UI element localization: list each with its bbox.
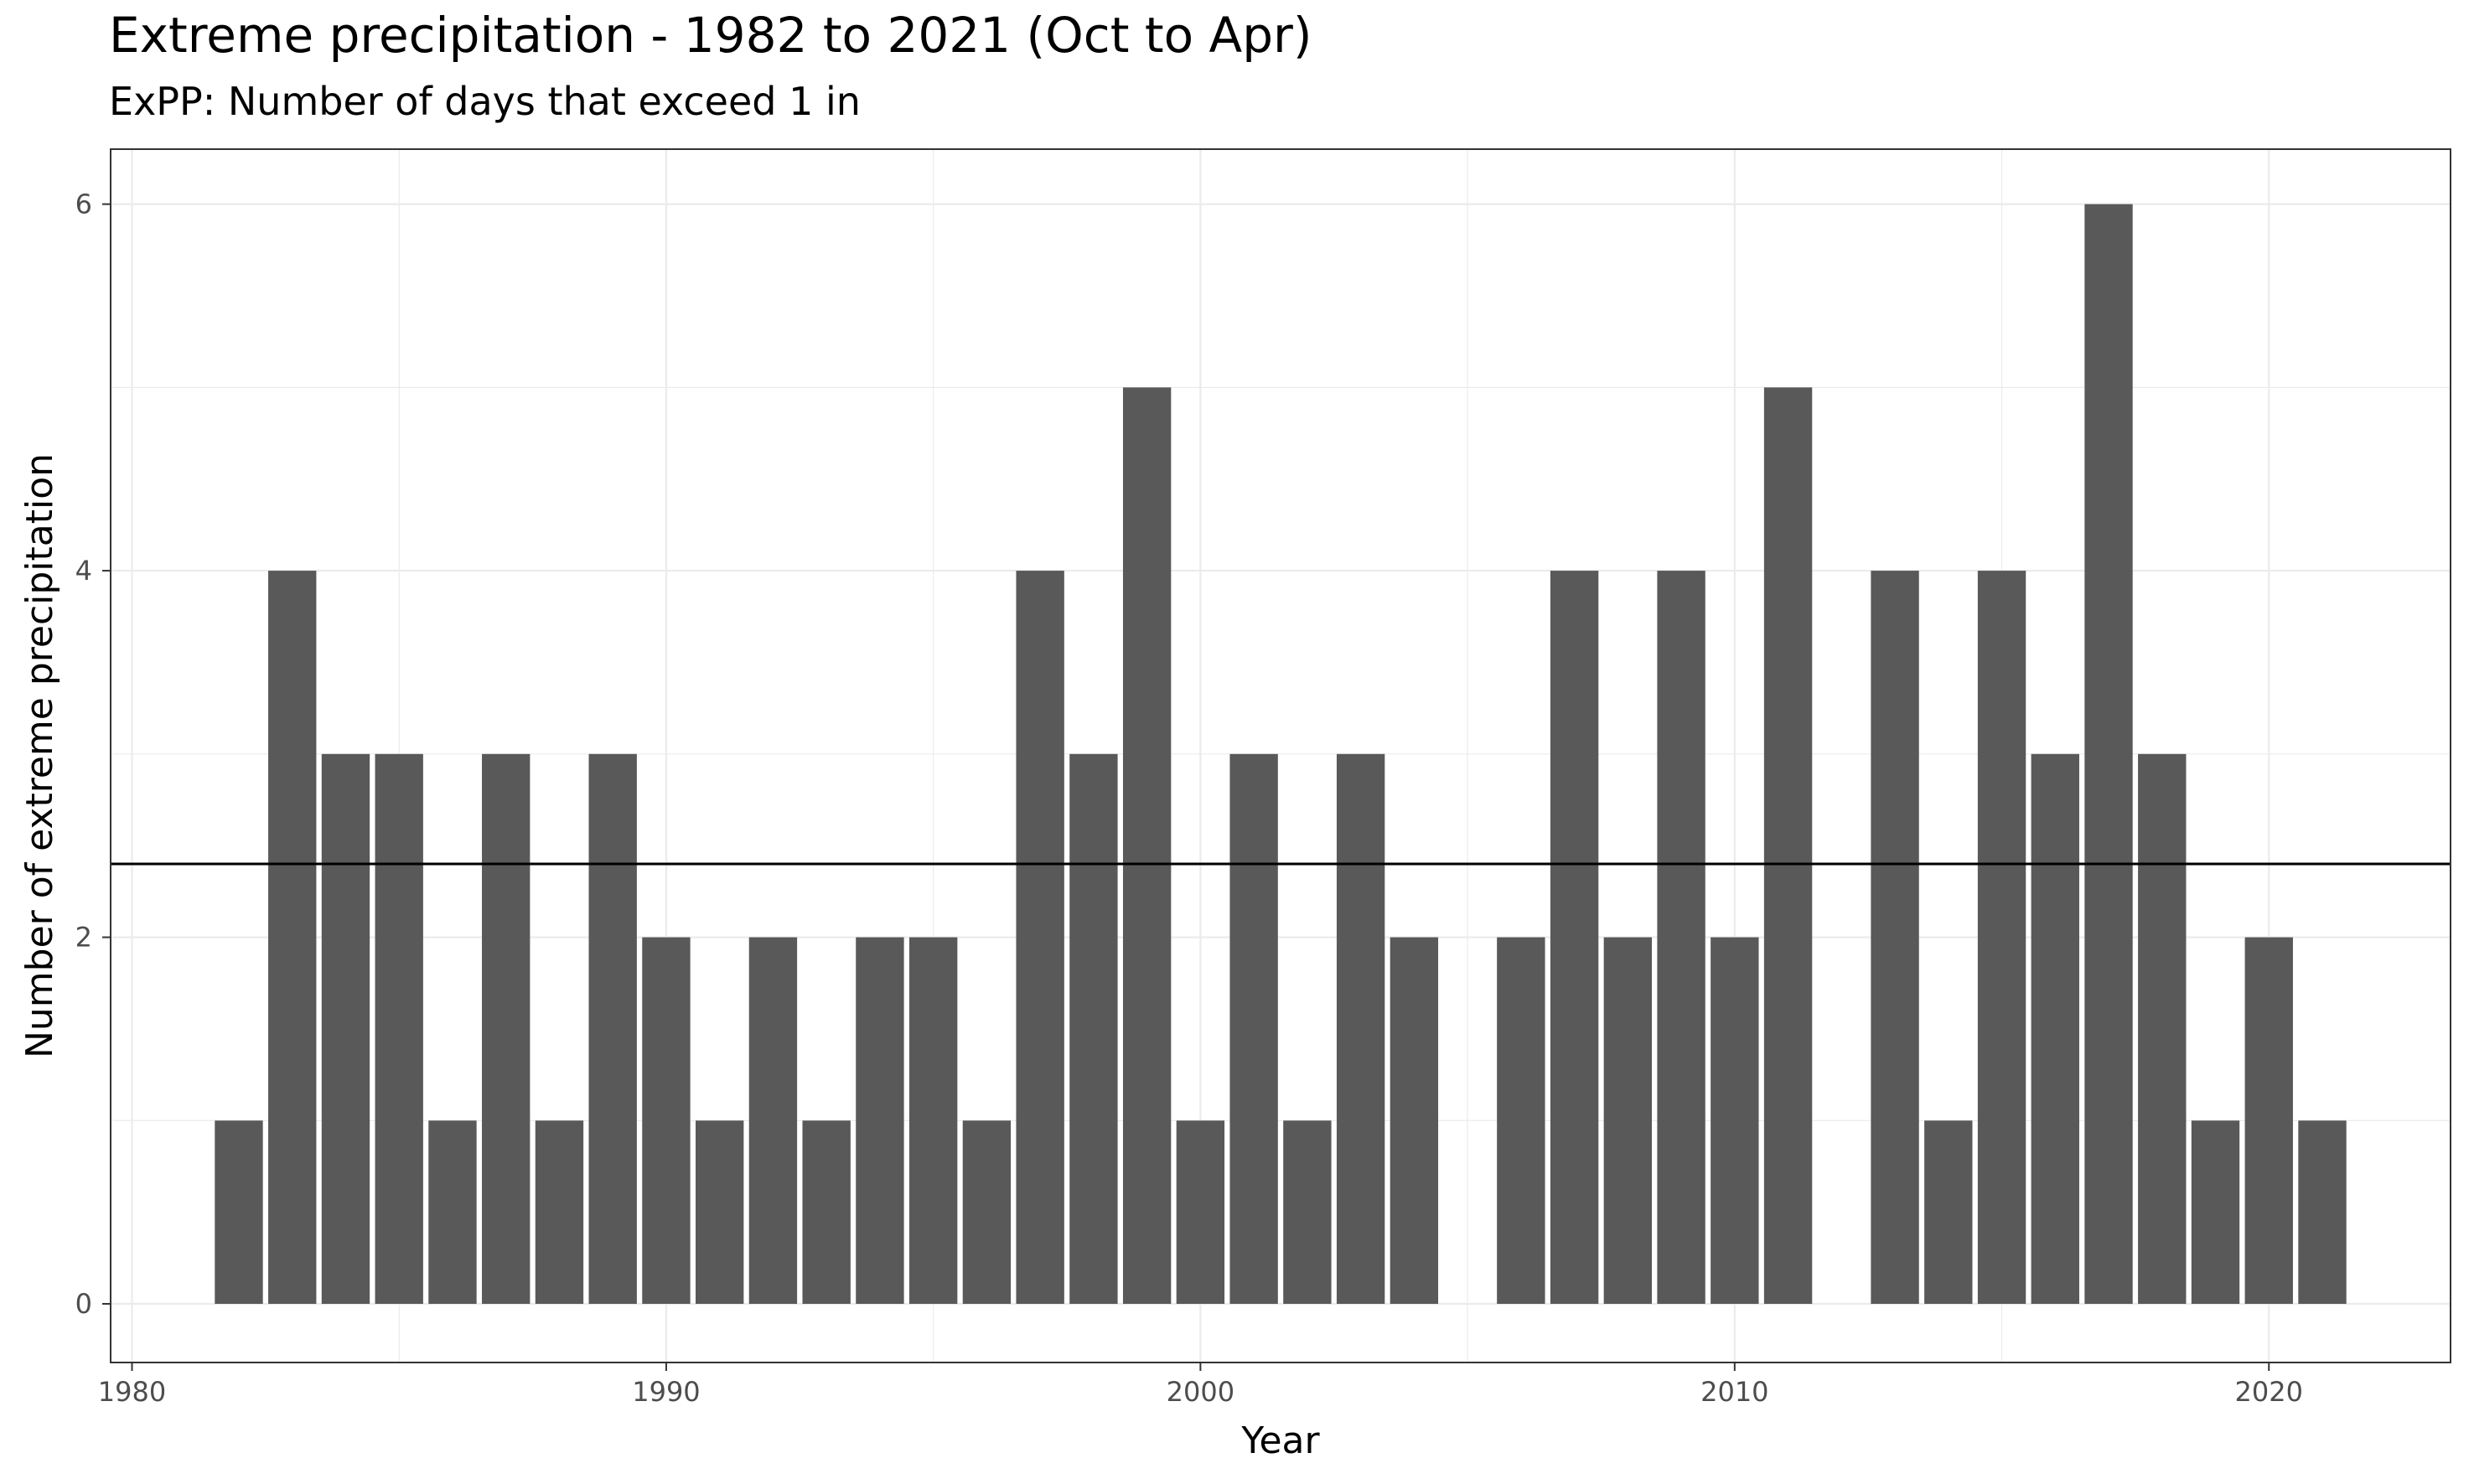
bar-2020 xyxy=(2244,937,2293,1305)
y-tick-label: 6 xyxy=(75,189,92,220)
chart-title: Extreme precipitation - 1982 to 2021 (Oc… xyxy=(109,7,1312,64)
bar-1988 xyxy=(535,1120,584,1305)
bar-1983 xyxy=(268,571,317,1305)
bar-1993 xyxy=(802,1120,851,1305)
bar-2021 xyxy=(2298,1120,2347,1305)
bar-1996 xyxy=(962,1120,1012,1305)
bar-2001 xyxy=(1229,753,1278,1305)
chart-subtitle: ExPP: Number of days that exceed 1 in xyxy=(109,79,861,124)
x-tick-label: 1980 xyxy=(98,1376,166,1408)
x-tick-label: 2000 xyxy=(1167,1376,1234,1408)
bar-1987 xyxy=(482,753,531,1305)
y-tick-label: 0 xyxy=(75,1288,92,1320)
bar-2004 xyxy=(1390,937,1439,1305)
bar-2018 xyxy=(2138,753,2187,1305)
bar-1997 xyxy=(1016,571,1064,1305)
y-axis-title: Number of extreme precipitation xyxy=(18,453,61,1058)
bar-2016 xyxy=(2031,753,2079,1305)
axis-ticks: 1980 1990 2000 2010 2020 0 2 4 6 xyxy=(75,189,2303,1408)
bar-1990 xyxy=(642,937,691,1305)
bar-1985 xyxy=(375,753,423,1305)
y-tick-label: 2 xyxy=(75,922,92,954)
bar-2019 xyxy=(2191,1120,2240,1305)
bar-2000 xyxy=(1176,1120,1225,1305)
bar-1998 xyxy=(1069,753,1118,1305)
bar-2011 xyxy=(1763,387,1813,1305)
bar-1986 xyxy=(428,1120,477,1305)
bar-1991 xyxy=(696,1120,744,1305)
plot-border xyxy=(110,148,2451,1363)
y-tick-label: 4 xyxy=(75,555,92,587)
bar-2007 xyxy=(1550,571,1599,1305)
x-tick-label: 2010 xyxy=(1700,1376,1768,1408)
bar-1994 xyxy=(856,937,904,1305)
x-tick-label: 1990 xyxy=(632,1376,700,1408)
bar-2002 xyxy=(1283,1120,1332,1305)
bar-2003 xyxy=(1336,753,1385,1305)
bar-2009 xyxy=(1657,571,1705,1305)
x-axis-title: Year xyxy=(1240,1419,1320,1462)
bar-1995 xyxy=(908,937,958,1305)
bar-1999 xyxy=(1122,387,1172,1305)
bar-2014 xyxy=(1924,1120,1973,1305)
bar-2017 xyxy=(2084,204,2133,1305)
bar-1982 xyxy=(215,1120,263,1305)
bar-2006 xyxy=(1497,937,1545,1305)
bar-1989 xyxy=(588,753,637,1305)
x-tick-label: 2020 xyxy=(2235,1376,2303,1408)
bar-1984 xyxy=(321,753,370,1305)
bar-2013 xyxy=(1871,571,1919,1305)
bar-2010 xyxy=(1711,937,1759,1305)
bars xyxy=(215,204,2347,1305)
bar-2015 xyxy=(1977,571,2026,1305)
bar-2008 xyxy=(1603,937,1653,1305)
bar-1992 xyxy=(748,937,798,1305)
